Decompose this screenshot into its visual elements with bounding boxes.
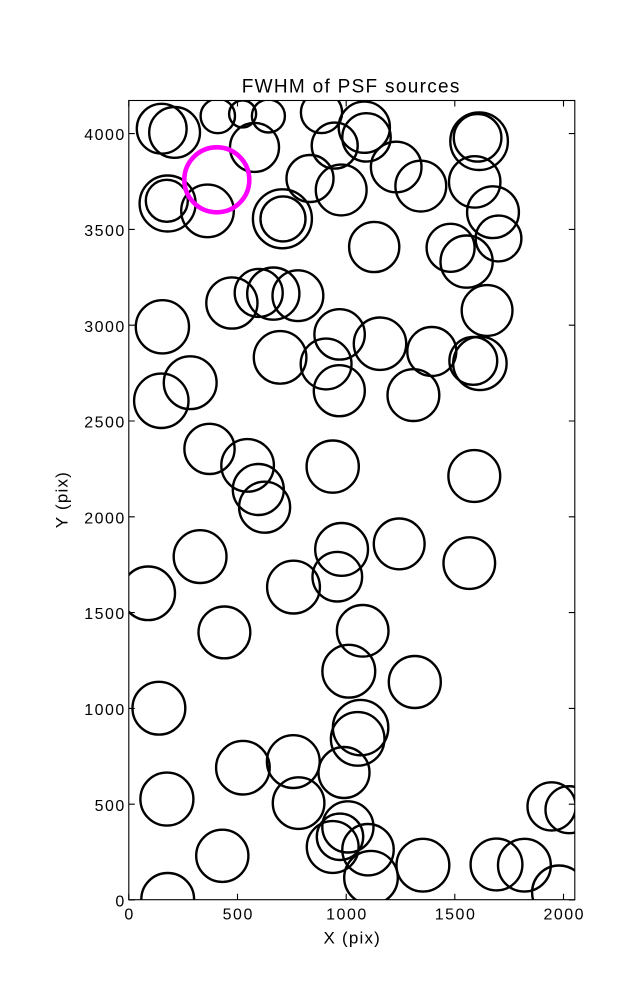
svg-text:2000: 2000 xyxy=(84,510,126,527)
svg-text:X (pix): X (pix) xyxy=(324,929,382,948)
svg-text:1500: 1500 xyxy=(435,906,477,923)
svg-text:Y (pix): Y (pix) xyxy=(53,471,72,528)
svg-text:4000: 4000 xyxy=(84,127,126,144)
svg-text:FWHM of PSF sources: FWHM of PSF sources xyxy=(242,77,461,98)
svg-text:2500: 2500 xyxy=(84,415,126,432)
svg-text:0: 0 xyxy=(124,906,134,923)
svg-text:1500: 1500 xyxy=(84,606,126,623)
svg-text:3000: 3000 xyxy=(84,319,126,336)
svg-text:1000: 1000 xyxy=(326,906,368,923)
svg-text:1000: 1000 xyxy=(84,702,126,719)
svg-text:500: 500 xyxy=(223,906,254,923)
svg-text:2000: 2000 xyxy=(543,906,585,923)
svg-text:500: 500 xyxy=(95,798,126,815)
svg-text:3500: 3500 xyxy=(84,223,126,240)
svg-text:0: 0 xyxy=(115,894,125,911)
